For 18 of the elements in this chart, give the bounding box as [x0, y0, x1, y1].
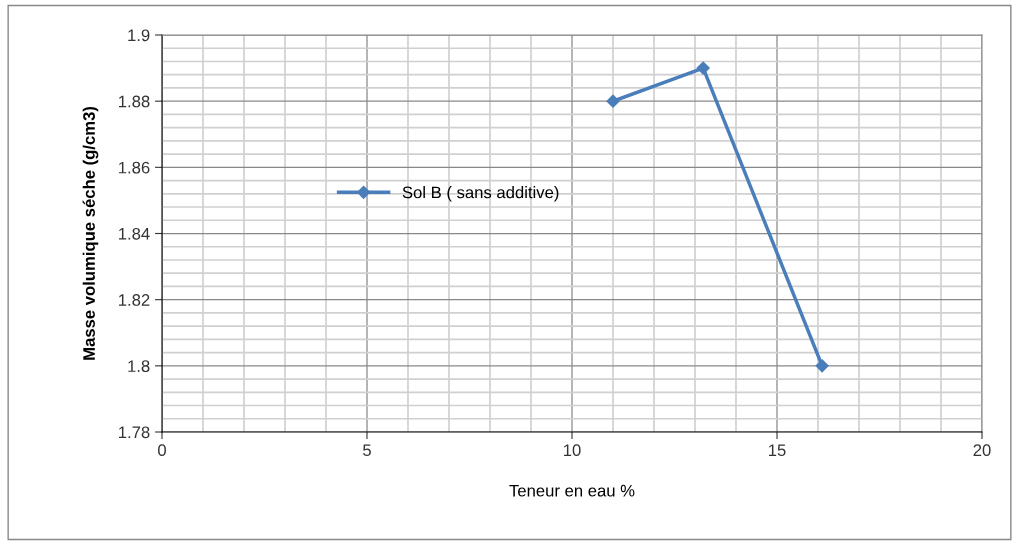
x-axis-title: Teneur en eau %: [509, 484, 635, 497]
y-tick-label: 1.9: [128, 29, 150, 42]
y-tick-label: 1.78: [119, 426, 150, 439]
legend-label: Sol B ( sans additive): [402, 186, 559, 202]
y-tick-label: 1.84: [119, 227, 150, 240]
y-tick-label: 1.82: [119, 294, 150, 306]
y-tick-label: 1.86: [119, 161, 150, 174]
y-axis-title: Masse volumique séche (g/cm3): [82, 106, 99, 360]
point: [606, 94, 620, 108]
x-tick-label: 10: [564, 444, 581, 457]
x-tick-label: 20: [973, 444, 991, 457]
x-tick-label: 15: [769, 444, 786, 457]
x-tick-label: 0: [158, 444, 166, 457]
point: [815, 359, 829, 373]
y-tick-label: 1.88: [119, 95, 150, 108]
point: [696, 61, 710, 75]
x-tick-label: 5: [363, 444, 371, 457]
y-tick-label: 1.8: [128, 360, 150, 373]
